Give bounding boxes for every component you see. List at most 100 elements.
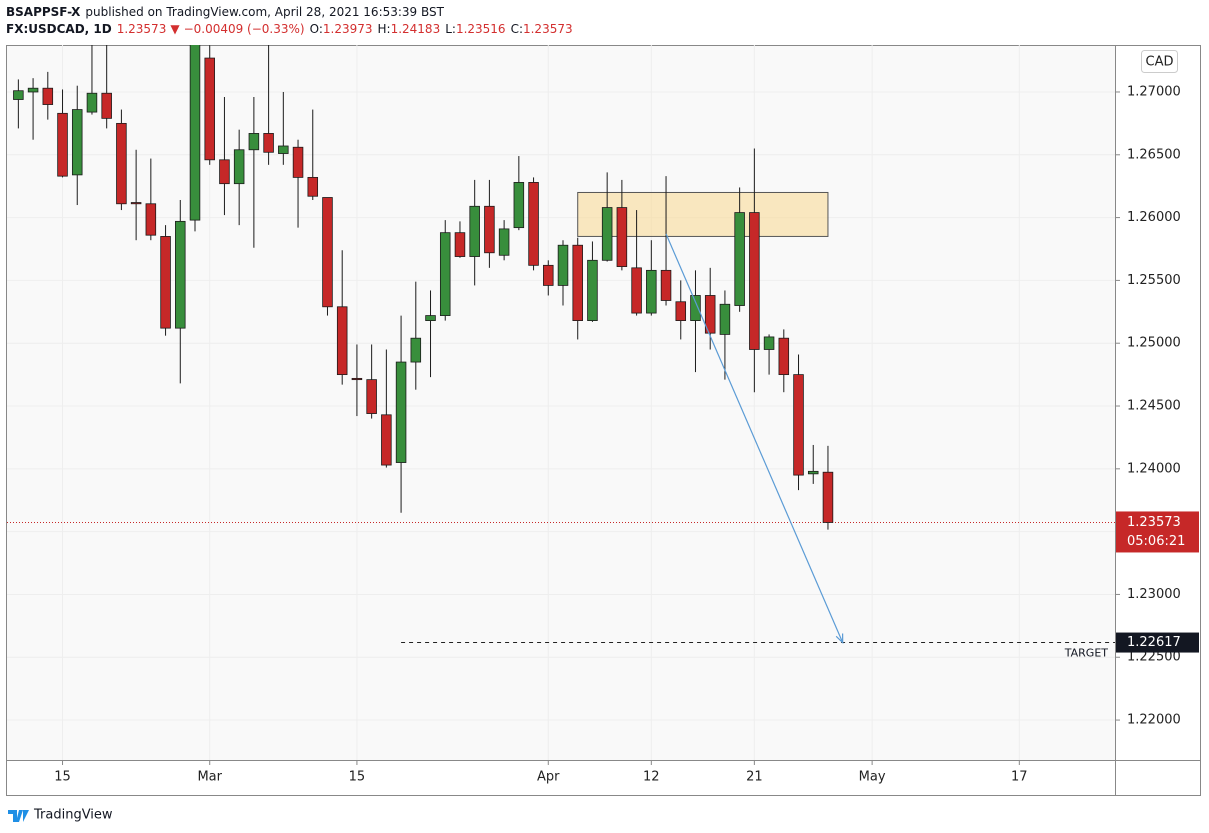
candle-body [749,212,760,350]
zone [577,191,829,237]
footer: TradingView [8,808,113,823]
candle-body [204,57,215,161]
y-tick-label: 1.25500 [1127,273,1181,288]
candle-body [528,182,539,266]
candle-body [233,149,245,185]
candle-body [469,205,480,257]
y-tick-label: 1.22000 [1127,713,1181,728]
ohlc-label: C: [511,22,523,36]
candle-body [336,306,348,376]
candle-body [278,145,289,154]
ohlc-value: 1.24183 [391,22,441,36]
price-box [1116,511,1199,553]
candle-body [175,220,186,329]
candle-body [513,182,525,229]
candle-body [219,159,230,185]
target-label: 1.22617 [1127,635,1181,650]
brand: TradingView [33,808,113,823]
candle-body [572,244,583,321]
published: published on TradingView.com, April 28, … [85,5,444,19]
candle-body [763,336,775,350]
author: BSAPPSF-X [6,5,81,19]
candle-body [145,203,157,236]
arrow-head [835,633,844,644]
x-tick-label: 15 [54,770,71,785]
candle-body [13,90,24,100]
candle-body [675,301,687,321]
candle-body [660,269,672,301]
candle-body [160,236,171,329]
candle-body [646,269,657,314]
candle-body [248,133,260,151]
candle-body [86,92,98,113]
countdown: 05:06:21 [1127,534,1185,549]
ohlc-value: 1.23973 [323,22,373,36]
ohlc-value: 1.23516 [456,22,506,36]
candle-body [822,471,834,523]
plot-area [7,45,1115,760]
candle-body [631,267,642,314]
candle-body [292,146,304,178]
candle-body [101,92,112,119]
ohlc-label: O: [310,22,323,36]
candle-body [27,87,39,93]
y-tick-label: 1.24500 [1127,399,1181,414]
x-tick-label: 15 [349,770,366,785]
candle-body [439,232,451,316]
target-text: TARGET [1064,647,1109,660]
frame [6,45,1201,796]
y-tick-label: 1.26500 [1127,147,1181,162]
x-tick-label: Apr [537,770,560,785]
y-tick-label: 1.26000 [1127,210,1181,225]
candle-body [71,109,83,176]
last: 1.23573 [117,22,167,36]
candle-body [189,45,201,221]
y-tick-label: 1.24000 [1127,461,1181,476]
candle-body [601,207,613,261]
candle-body [616,207,628,267]
y-tick-label: 1.25000 [1127,336,1181,351]
symbol: FX:USDCAD, 1D [6,22,112,36]
y-tick-label: 1.27000 [1127,84,1181,99]
candle-body [366,379,377,414]
change-arrow: ▼ [170,22,180,36]
quote-line: FX:USDCAD, 1D 1.23573 ▼ −0.00409 (−0.33%) O:… [6,22,573,36]
logo [8,810,29,822]
candle-body [130,202,142,205]
candle-body [351,377,363,381]
candle-body [454,232,466,257]
candle-body [42,87,54,105]
candle-body [793,374,804,476]
target-box [1116,632,1199,653]
candle-body [116,122,127,205]
candle-body [690,295,701,321]
candle-body [557,244,569,286]
candle-body [543,264,554,286]
candle-body [734,212,745,306]
x-tick-label: Mar [197,770,222,785]
candle-body [410,337,422,363]
candle-body [57,112,68,177]
x-tick-label: 17 [1011,770,1028,785]
ohlc-value: 1.23573 [523,22,573,36]
currency: CAD [1146,55,1174,70]
arrow-line [665,233,844,643]
ohlc-label: L: [445,22,456,36]
candle-body [307,176,319,197]
candle-body [381,414,392,466]
candle-body [498,228,510,256]
plot [7,45,1115,760]
candle-body [587,259,598,321]
candle-body [322,197,333,308]
axes: 1.220001.225001.230001.235001.240001.245… [54,84,1199,785]
candle-body [263,133,274,153]
candle-body [778,337,790,376]
candle-body [484,205,495,254]
price-label: 1.23573 [1127,515,1181,530]
ohlc-label: H: [378,22,391,36]
header-line: BSAPPSF-X published on TradingView.com, A… [6,5,445,19]
candle-body [395,361,407,463]
x-tick-label: 12 [643,770,660,785]
